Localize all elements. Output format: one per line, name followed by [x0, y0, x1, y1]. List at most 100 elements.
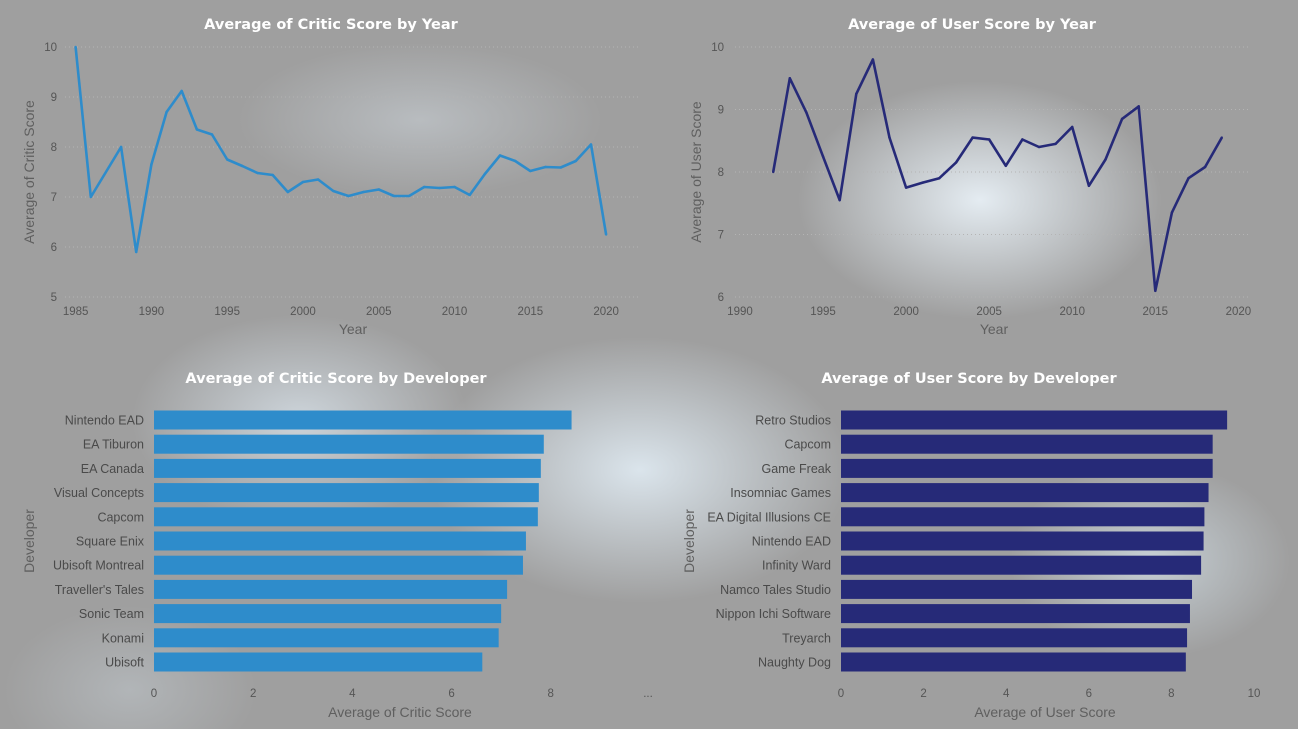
x-tick-label: 2000	[893, 306, 919, 318]
data-point	[855, 92, 858, 96]
chart-critic-by-year: Average of Critic Score by Year 5678910 …	[21, 17, 641, 337]
bar	[154, 579, 508, 599]
category-label: EA Tiburon	[83, 438, 144, 452]
x-tick-label: 2005	[366, 306, 392, 318]
x-tick-label: 2010	[442, 306, 468, 318]
bar	[841, 458, 1213, 478]
data-point	[1104, 158, 1107, 161]
category-label: Traveller's Tales	[55, 583, 144, 597]
x-tick-label: 2005	[976, 306, 1002, 318]
bar	[841, 531, 1204, 551]
bar	[154, 604, 502, 624]
x-axis-title: Average of User Score	[974, 704, 1116, 720]
data-point	[89, 195, 92, 199]
x-tick-label: 2000	[290, 306, 316, 318]
data-point	[225, 158, 229, 161]
data-point	[256, 171, 259, 175]
x-axis-title: Year	[339, 321, 368, 337]
chart-title: Average of Critic Score by Developer	[185, 371, 487, 387]
x-axis-title: Year	[980, 321, 1009, 337]
data-point	[574, 159, 578, 163]
data-point	[1004, 164, 1007, 167]
data-point	[938, 177, 941, 180]
category-label: Capcom	[97, 510, 144, 524]
bar	[154, 555, 523, 575]
data-point	[788, 77, 792, 80]
chart-title: Average of User Score by Year	[848, 17, 1097, 33]
data-point	[1170, 211, 1174, 214]
data-point	[954, 161, 958, 164]
data-point	[1120, 117, 1124, 121]
data-point	[165, 110, 168, 114]
data-point	[1021, 138, 1024, 141]
y-tick-label: 10	[711, 42, 724, 54]
x-tick-label: 10	[1248, 688, 1261, 700]
y-axis-title: Average of Critic Score	[21, 100, 37, 244]
data-point	[377, 188, 380, 191]
data-point	[1037, 145, 1041, 149]
x-tick-label: 6	[1086, 688, 1092, 700]
x-tick-label: 1985	[63, 306, 89, 318]
x-tick-label: 4	[349, 688, 356, 700]
data-point	[407, 194, 411, 198]
data-point	[838, 198, 841, 202]
data-point	[347, 194, 350, 198]
category-label: Game Freak	[762, 462, 832, 476]
data-point	[241, 164, 244, 168]
y-tick-label: 8	[51, 142, 57, 154]
data-point	[423, 185, 426, 189]
chart-user-by-year: Average of User Score by Year 6 7 8 9 10 199…	[688, 17, 1251, 337]
data-point	[438, 186, 441, 190]
y-tick-label: 9	[51, 92, 57, 104]
category-label: Nintendo EAD	[752, 535, 831, 549]
data-point	[1154, 289, 1157, 292]
category-label: EA Canada	[81, 462, 144, 476]
bar	[154, 652, 483, 672]
x-tick-label: 8	[548, 688, 554, 700]
data-point	[316, 178, 320, 181]
chart-title: Average of User Score by Developer	[821, 371, 1117, 387]
y-tick-label: 6	[51, 242, 57, 254]
data-point	[180, 89, 183, 93]
y-tick-label: 6	[718, 292, 724, 304]
data-point	[210, 133, 214, 136]
data-point	[119, 145, 123, 149]
category-label: Ubisoft Montreal	[53, 559, 144, 573]
x-tick-label: 2010	[1059, 306, 1085, 318]
x-tick-label: 2	[250, 688, 256, 700]
bar	[154, 483, 539, 503]
category-label: Square Enix	[76, 535, 145, 549]
x-tick-label: 1990	[139, 306, 165, 318]
data-point	[888, 136, 891, 139]
bar	[841, 555, 1202, 575]
data-point	[604, 233, 608, 236]
category-label: Visual Concepts	[54, 486, 144, 500]
y-tick-label: 10	[44, 42, 57, 54]
category-label: Infinity Ward	[762, 559, 831, 573]
data-point	[1054, 142, 1057, 146]
chart-title: Average of Critic Score by Year	[204, 17, 459, 33]
y-tick-label: 9	[718, 105, 724, 117]
data-point	[286, 190, 290, 194]
x-tick-label: 2020	[593, 306, 619, 318]
data-point	[74, 45, 77, 49]
category-label: Nintendo EAD	[65, 414, 144, 428]
bar	[154, 531, 526, 551]
data-point	[301, 180, 305, 184]
bar	[841, 604, 1190, 624]
data-point	[1137, 105, 1140, 108]
category-label: Insomniac Games	[730, 486, 831, 500]
data-point	[135, 250, 138, 254]
bar	[154, 628, 499, 648]
bar	[841, 579, 1193, 599]
y-tick-label: 7	[718, 230, 724, 242]
data-point	[821, 155, 825, 158]
data-point	[513, 159, 517, 163]
data-point	[529, 169, 532, 173]
y-tick-label: 7	[51, 192, 57, 204]
data-point	[392, 194, 396, 198]
data-point	[971, 136, 974, 139]
data-point	[150, 163, 153, 166]
category-label: EA Digital Illusions CE	[707, 510, 831, 524]
y-tick-label: 8	[718, 167, 724, 179]
